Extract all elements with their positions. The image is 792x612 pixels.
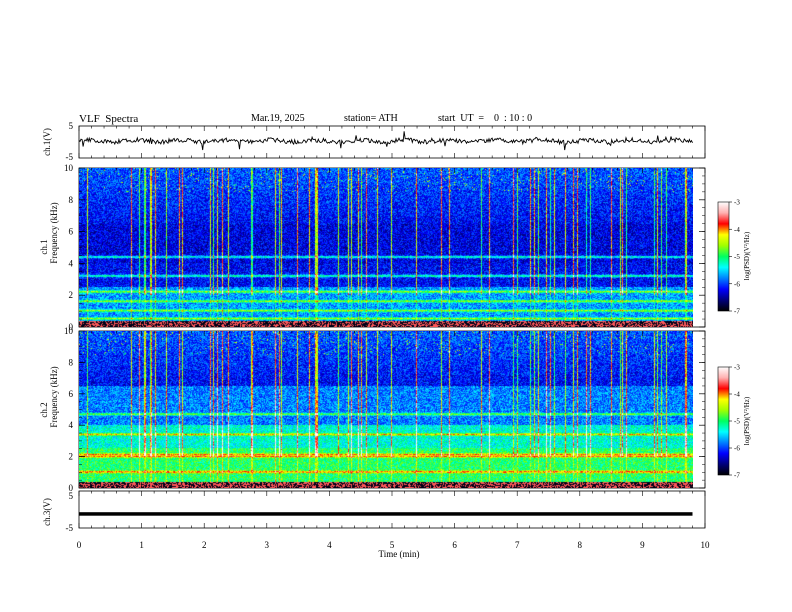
colorbar-tick-label: -7 [734,308,740,316]
frequency-tick-label: 6 [69,389,74,399]
time-tick-label: 7 [515,540,520,550]
frequency-tick-label: 10 [64,163,74,173]
ch2-colorbar-label: log(PSD)(V²/Hz) [743,396,751,445]
ch2-colorbar-ticks: -3 -4 -5 -6 -7 [729,364,740,480]
ch1-ytick-top: 5 [69,121,74,131]
time-axis-label: Time (min) [379,549,420,559]
ch3-waveform-ylabel: ch.3(V) [42,498,52,526]
colorbar-tick-label: -6 [734,445,740,453]
time-tick-label: 6 [452,540,457,550]
ch1-waveform-ylabel: ch.1(V) [42,128,52,156]
ch1-colorbar-label: log(PSD)(V²/Hz) [743,231,751,280]
time-tick-label: 0 [77,540,82,550]
colorbar-tick-label: -7 [734,472,740,480]
colorbar-tick-label: -6 [734,280,740,288]
ch2-colorbar [717,366,730,476]
time-tick-label: 9 [640,540,645,550]
ch2-spectrogram-image [79,331,693,488]
frequency-tick-label: 2 [69,290,74,300]
ch1-spectrogram-image [79,168,693,327]
frequency-tick-label: 2 [69,452,74,462]
colorbar-tick-label: -5 [734,418,740,426]
ch1-waveform-line [78,131,693,151]
header-station: station= ATH [344,113,398,124]
ch1-spectrogram-ticks [78,168,706,327]
ch1-colorbar-ticks: -3 -4 -5 -6 -7 [729,199,740,316]
ch3-waveform-frame [78,490,706,529]
header-date: Mar.19, 2025 [251,113,305,124]
ch3-ytick-top: 5 [69,491,74,501]
frequency-tick-label: 8 [69,357,74,367]
ch1-ytick-bottom: -5 [66,152,74,162]
ch2-frequency-ticks: 0 2 4 6 8 10 [64,326,705,493]
ch3-waveform-ticks [78,491,706,528]
frequency-tick-label: 8 [69,195,74,205]
frequency-tick-label: 0 [69,483,74,493]
time-tick-label: 8 [578,540,583,550]
frequency-tick-label: 4 [69,258,74,268]
frequency-tick-label: 10 [64,326,74,336]
time-tick-label: 5 [390,540,395,550]
header-start-time: start UT = 0 : 10 : 0 [438,113,533,124]
colorbar-tick-label: -3 [734,199,740,207]
time-tick-label: 4 [327,540,332,550]
ch1-spectrogram-channel-label: ch.1 [39,239,49,254]
time-tick-label: 1 [139,540,144,550]
time-axis-tick-labels: 0 1 2 3 4 5 6 7 8 9 10 [77,540,710,550]
ch1-frequency-ticks: 0 2 4 6 8 10 [64,163,705,332]
colorbar-tick-label: -4 [734,391,740,399]
figure-title: VLF Spectra [79,113,139,125]
ch1-frequency-axis-label: Frequency (kHz) [49,202,59,263]
time-tick-label: 2 [202,540,207,550]
ch2-spectrogram-channel-label: ch.2 [39,402,49,417]
ch3-waveform-panel: 5 -5 ch.3(V) [42,490,706,533]
frequency-tick-label: 4 [69,420,74,430]
ch2-frequency-axis-label: Frequency (kHz) [49,366,59,427]
colorbar-tick-label: -3 [734,364,740,372]
time-tick-label: 3 [265,540,270,550]
ch3-waveform-line [79,512,693,516]
ch1-waveform-ticks [78,126,706,158]
ch2-spectrogram-ticks [78,331,706,488]
frequency-tick-label: 0 [69,322,74,332]
frequency-tick-label: 6 [69,227,74,237]
ch1-colorbar [717,201,730,312]
ch1-waveform-panel: 5 -5 ch.1(V) [42,121,706,162]
colorbar-tick-label: -4 [734,226,740,234]
time-tick-label: 10 [701,540,711,550]
ch3-ytick-bottom: -5 [66,523,74,533]
colorbar-tick-label: -5 [734,253,740,261]
